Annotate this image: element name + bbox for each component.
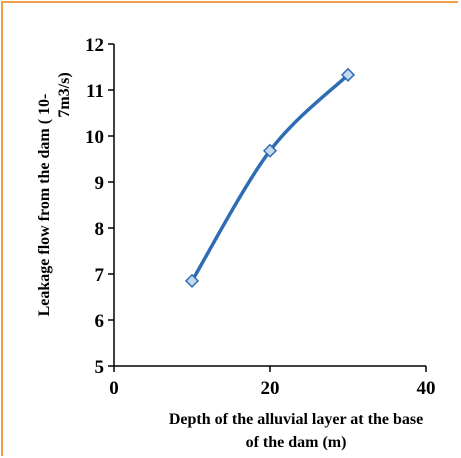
tick-labels: 5 6 7 8 9 10 11 12 0 20 40	[85, 35, 436, 399]
y-tick-label: 9	[95, 173, 105, 194]
y-tick-label: 8	[95, 219, 105, 240]
y-tick-label: 11	[86, 81, 104, 102]
x-tick-label: 20	[261, 378, 280, 399]
axes	[108, 43, 427, 372]
y-tick-label: 5	[95, 357, 105, 378]
y-axis-title-line-1: Leakage flow from the dam ( 10-	[36, 94, 53, 317]
data-point-marker	[262, 143, 278, 158]
data-point-marker	[340, 67, 356, 82]
x-tick-label: 40	[417, 378, 436, 399]
series-line	[190, 73, 350, 283]
data-point-marker	[184, 273, 200, 288]
series-layer	[184, 67, 356, 288]
y-tick-label: 12	[85, 35, 104, 56]
y-axis-title-line-2: 7m3/s)	[56, 72, 73, 117]
y-tick-label: 6	[95, 311, 105, 332]
y-tick-label: 7	[95, 265, 105, 286]
x-tick-label: 0	[109, 378, 119, 399]
x-axis-title-line-1: Depth of the alluvial layer at the base	[169, 411, 423, 428]
x-axis-title-line-2: of the dam (m)	[246, 434, 347, 451]
y-tick-label: 10	[85, 127, 104, 148]
